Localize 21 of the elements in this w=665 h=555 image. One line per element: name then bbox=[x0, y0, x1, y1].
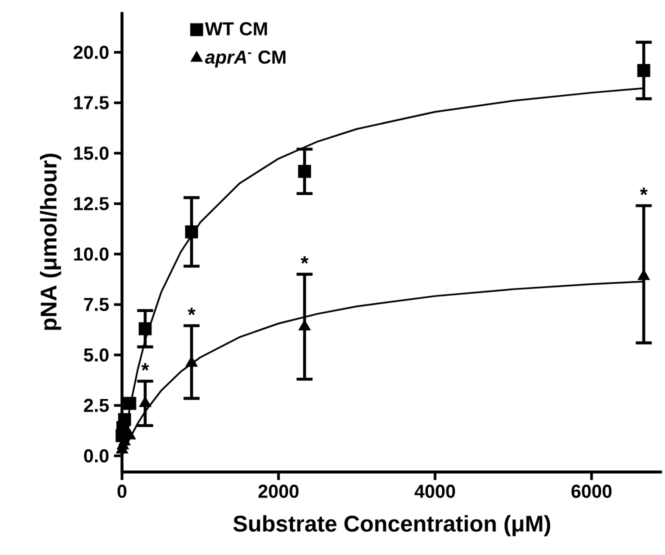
y-tick-label: 7.5 bbox=[84, 298, 109, 312]
x-tick-label: 0 bbox=[118, 484, 126, 498]
y-tick-label: 5.0 bbox=[84, 348, 109, 362]
annotation: * bbox=[640, 188, 648, 196]
annotation: * bbox=[300, 256, 308, 264]
y-tick-label: 2.5 bbox=[84, 398, 109, 412]
y-axis-title: pNA (μmol/hour) bbox=[40, 154, 62, 330]
y-tick-label: 12.5 bbox=[74, 197, 109, 210]
legend-label: WT CM bbox=[204, 22, 267, 36]
x-tick-label: 6000 bbox=[571, 484, 612, 498]
y-tick-label: 15.0 bbox=[74, 146, 109, 160]
annotation: * bbox=[188, 308, 196, 316]
legend-label: aprA$^{-}$ CM bbox=[205, 50, 286, 68]
y-tick-label: 17.5 bbox=[74, 96, 109, 110]
x-tick-label: 4000 bbox=[414, 484, 456, 498]
annotation: * bbox=[141, 363, 150, 371]
y-tick-label: 20.0 bbox=[74, 46, 109, 59]
y-tick-label: 0.0 bbox=[84, 449, 109, 462]
y-tick-label: 10.0 bbox=[74, 247, 109, 261]
x-tick-label: 2000 bbox=[258, 484, 299, 498]
x-axis-title: Substrate Concentration (μM) bbox=[233, 515, 550, 536]
